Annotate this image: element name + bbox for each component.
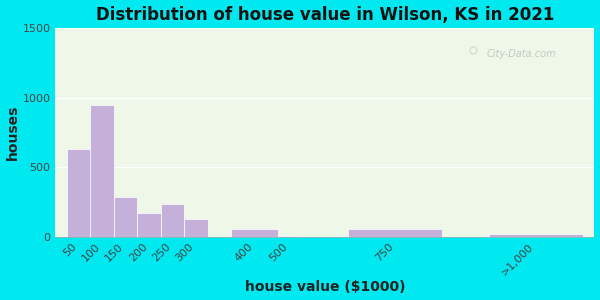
Text: City-Data.com: City-Data.com bbox=[487, 49, 556, 59]
Bar bbox=[231, 229, 278, 237]
Bar bbox=[91, 104, 114, 237]
Y-axis label: houses: houses bbox=[5, 105, 20, 160]
X-axis label: house value ($1000): house value ($1000) bbox=[245, 280, 405, 294]
Bar bbox=[489, 234, 583, 237]
Bar bbox=[184, 219, 208, 237]
Bar bbox=[137, 212, 161, 237]
Bar bbox=[278, 236, 301, 237]
Title: Distribution of house value in Wilson, KS in 2021: Distribution of house value in Wilson, K… bbox=[95, 6, 554, 24]
Bar bbox=[114, 196, 137, 237]
Bar bbox=[348, 229, 442, 237]
Bar bbox=[67, 149, 91, 237]
Bar bbox=[161, 204, 184, 237]
